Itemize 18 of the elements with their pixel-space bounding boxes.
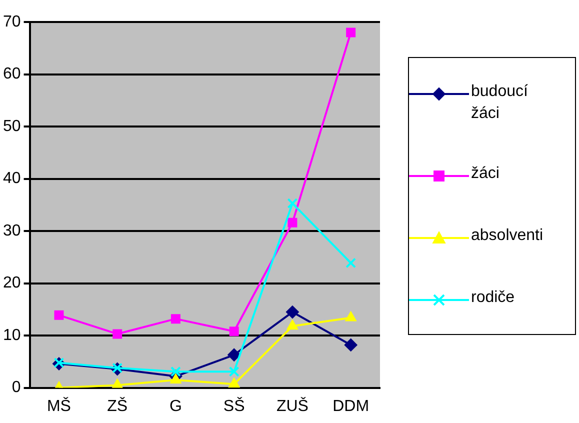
x-tick-label: SŠ	[223, 396, 245, 415]
y-tick-label: 60	[3, 66, 21, 83]
y-tick-label: 70	[3, 13, 21, 30]
legend-label: žáci	[471, 164, 500, 184]
x-tick-label: ZUŠ	[276, 396, 308, 415]
legend-label: rodiče	[471, 288, 516, 308]
y-tick-label: 10	[3, 326, 21, 344]
y-tick-label: 50	[3, 118, 21, 135]
legend-label: absolventi	[471, 226, 544, 246]
x-tick-label: ZŠ	[107, 396, 128, 415]
x-tick-label: MŠ	[46, 396, 71, 415]
y-tick-label: 0	[12, 379, 21, 396]
legend-label: budoucí žáci	[471, 82, 529, 124]
x-tick-label: DDM	[332, 398, 370, 415]
y-tick-label: 20	[3, 274, 21, 292]
y-tick-label: 40	[3, 170, 21, 188]
x-tick-label: G	[169, 398, 182, 415]
y-tick-label: 30	[3, 222, 21, 240]
